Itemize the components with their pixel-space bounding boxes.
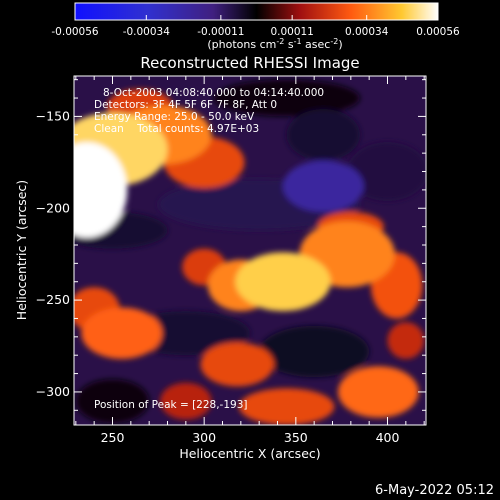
colorbar-tick-label: -0.00056 [51, 26, 99, 38]
heatmap-blob [75, 379, 150, 424]
chart-title: Reconstructed RHESSI Image [140, 54, 359, 72]
heatmap-blob [387, 322, 425, 359]
y-tick-label: −300 [36, 384, 70, 399]
heatmap-blob [347, 142, 426, 201]
colorbar-tick-label: 0.00056 [416, 26, 460, 38]
annotation-energy: Energy Range: 25.0 - 50.0 keV [94, 111, 255, 123]
peak-position-label: Position of Peak = [228,-193] [94, 399, 248, 411]
heatmap-blob [338, 366, 419, 418]
colorbar-units: (photons cm-2 s-1 asec-2) [207, 37, 342, 51]
colorbar: -0.00056 -0.00034 -0.00011 0.00011 0.00034 0.… [51, 2, 460, 51]
heatmap-blob [283, 160, 364, 212]
heatmap-blob [200, 342, 274, 387]
colorbar-gradient [74, 2, 439, 21]
axes: 250 300 350 400 −150 −200 −250 −300 [36, 76, 426, 445]
x-tick-label: 350 [284, 430, 308, 445]
y-tick-label: −150 [36, 108, 70, 123]
colorbar-tick-label: 0.00011 [270, 26, 313, 38]
plot-frame [73, 75, 427, 426]
annotation-clean: Clean Total counts: 4.97E+03 [94, 123, 259, 135]
heatmap-blob [239, 388, 335, 425]
heatmap-blob [81, 307, 162, 359]
heatmap [74, 76, 426, 425]
colorbar-tick-label: -0.00034 [123, 26, 171, 38]
colorbar-ticks: -0.00056 -0.00034 -0.00011 0.00011 0.00034 0.… [51, 15, 460, 38]
heatmap-blob [235, 252, 331, 312]
x-tick-label: 400 [376, 430, 400, 445]
x-axis-label: Heliocentric X (arcsec) [179, 446, 320, 461]
x-tick-label: 250 [101, 430, 125, 445]
y-axis-label: Heliocentric Y (arcsec) [14, 180, 29, 320]
annotation-detectors: Detectors: 3F 4F 5F 6F 7F 8F, Att 0 [94, 99, 277, 111]
x-tick-label: 300 [192, 430, 216, 445]
heatmap-blob [259, 325, 370, 378]
heatmap-blobs [74, 79, 426, 425]
colorbar-tick-label: -0.00011 [197, 26, 244, 38]
annotation-block: 8-Oct-2003 04:08:40.000 to 04:14:40.000 … [94, 87, 324, 135]
heatmap-blob [213, 79, 360, 117]
heatmap-blob [160, 382, 212, 420]
heatmap-blob [74, 142, 128, 238]
colorbar-tick-label: 0.00034 [345, 26, 389, 38]
annotation-time: 8-Oct-2003 04:08:40.000 to 04:14:40.000 [103, 87, 324, 99]
y-tick-label: −250 [36, 292, 70, 307]
heatmap-blob [286, 109, 361, 161]
footer-timestamp: 6-May-2022 05:12 [375, 483, 494, 498]
y-tick-label: −200 [36, 200, 70, 215]
